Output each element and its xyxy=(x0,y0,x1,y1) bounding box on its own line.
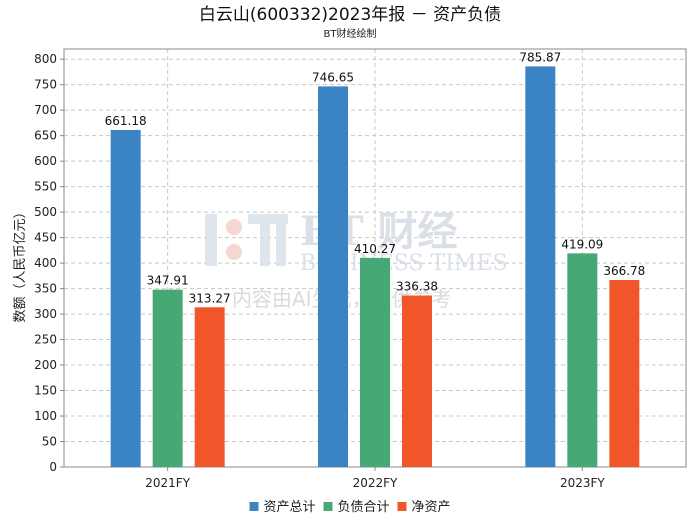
legend-swatch xyxy=(249,502,259,511)
y-tick-label: 600 xyxy=(34,154,57,168)
bar xyxy=(318,86,348,467)
bar-value-label: 746.65 xyxy=(312,70,354,84)
bar xyxy=(567,253,598,467)
y-tick-label: 650 xyxy=(34,129,57,143)
bar-value-label: 419.09 xyxy=(561,237,603,251)
bar-value-label: 313.27 xyxy=(189,291,231,305)
x-tick-label: 2021FY xyxy=(145,476,190,490)
bar-value-label: 661.18 xyxy=(105,114,147,128)
legend: 资产总计 负债合计 净资产 xyxy=(249,500,451,515)
y-tick-label: 300 xyxy=(34,307,57,321)
y-tick-label: 550 xyxy=(34,180,57,194)
y-tick-label: 500 xyxy=(34,205,57,219)
legend-swatch xyxy=(397,502,407,511)
chart-subtitle: BT财经绘制 xyxy=(324,27,377,40)
y-tick-label: 700 xyxy=(34,103,57,117)
axis-layer: 0 50 100 150 200 250 300 350 400 450 500 550 600 650 7… xyxy=(34,48,687,490)
y-tick-label: 800 xyxy=(34,52,57,66)
y-tick-label: 750 xyxy=(34,78,57,92)
bar xyxy=(609,280,640,467)
y-tick-label: 450 xyxy=(34,231,57,245)
bar-value-label: 785.87 xyxy=(519,50,561,64)
watermark-logo xyxy=(205,214,288,266)
bar-value-label: 410.27 xyxy=(354,242,396,256)
y-tick-label: 250 xyxy=(34,333,57,347)
y-axis-label: 数额（人民币亿元） xyxy=(13,205,28,322)
chart-title: 白云山(600332)2023年报 － 资产负债 xyxy=(199,5,501,25)
bar xyxy=(360,257,390,467)
bar-value-label: 336.38 xyxy=(396,280,438,294)
legend-label: 负债合计 xyxy=(338,500,390,515)
y-tick-label: 50 xyxy=(42,435,57,449)
y-tick-label: 0 xyxy=(49,460,57,474)
bar xyxy=(525,66,556,467)
x-tick-label: 2022FY xyxy=(353,476,398,490)
y-tick-label: 350 xyxy=(34,282,57,296)
y-tick-label: 400 xyxy=(34,256,57,270)
legend-swatch xyxy=(323,502,333,511)
x-tick-label: 2023FY xyxy=(560,476,605,490)
y-tick-label: 200 xyxy=(34,358,57,372)
legend-label: 净资产 xyxy=(412,500,451,515)
bar xyxy=(110,129,141,467)
bar-value-label: 347.91 xyxy=(147,274,189,288)
y-tick-label: 150 xyxy=(34,384,57,398)
bar-value-label: 366.78 xyxy=(603,264,645,278)
bar xyxy=(152,289,183,467)
legend-label: 资产总计 xyxy=(264,500,316,515)
bar xyxy=(194,307,225,467)
y-tick-label: 100 xyxy=(34,409,57,423)
watermark: BT 财经 BUSINESS TIMES 内容由AI生成，仅供参考 xyxy=(205,208,508,311)
bar xyxy=(402,295,432,467)
bars-layer xyxy=(110,66,640,467)
